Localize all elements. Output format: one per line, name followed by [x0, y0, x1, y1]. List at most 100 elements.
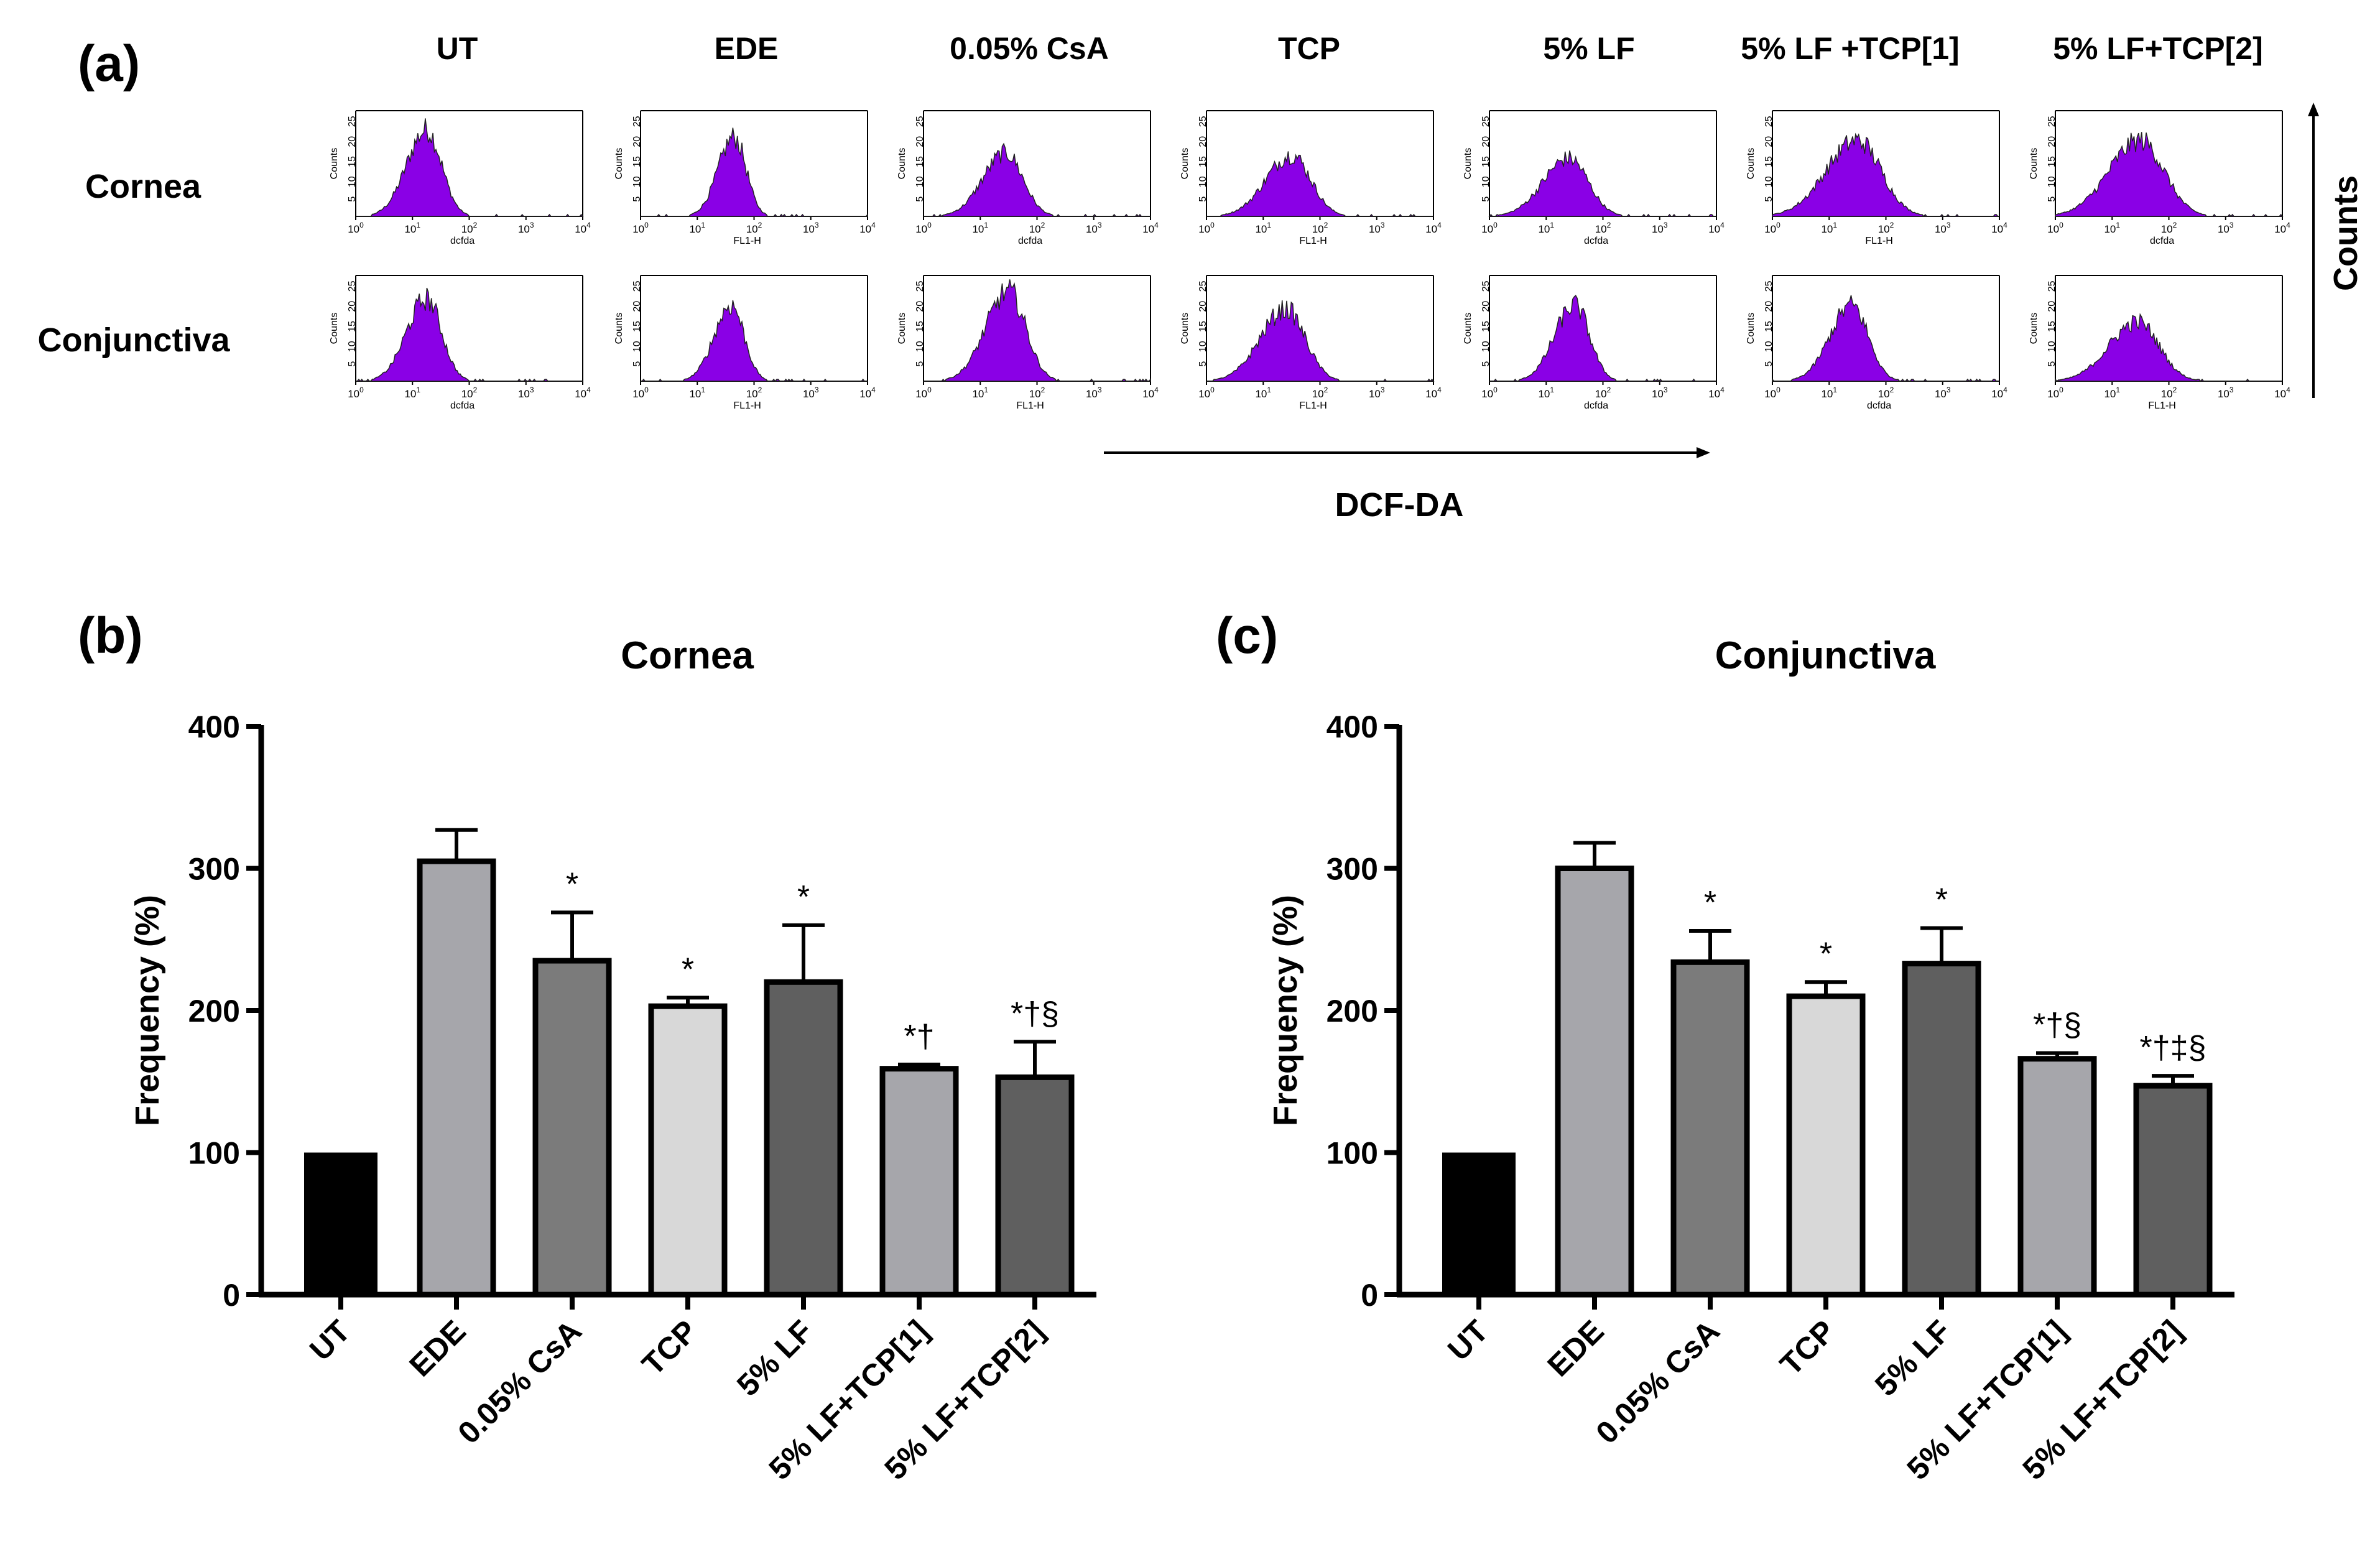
- histogram-distribution: [641, 127, 868, 218]
- significance-marker: *†§: [1011, 996, 1059, 1032]
- histogram-ytick: 5: [347, 196, 358, 202]
- histogram-xtick: 100: [1764, 221, 1780, 235]
- histogram-distribution: [924, 279, 1151, 382]
- counts-axis-title: Counts: [2327, 175, 2364, 291]
- bar-5-lf: [1902, 961, 1981, 1298]
- condition-label-lf-tcp2: 5% LF+TCP[2]: [2053, 31, 2263, 66]
- x-tick-label: UT: [303, 1313, 357, 1367]
- histogram-ytick: 10: [2047, 341, 2057, 352]
- histogram-ylabel: Counts: [897, 148, 907, 180]
- histogram-xtick: 104: [1425, 386, 1442, 400]
- histogram-ytick: 5: [1198, 361, 1208, 367]
- histogram-ytick: 10: [1198, 176, 1208, 187]
- histogram-xtick: 103: [1369, 221, 1385, 235]
- histogram-xtick: 103: [2218, 221, 2234, 235]
- histogram-xtick: 102: [2161, 221, 2177, 235]
- histogram-ytick: 25: [1764, 116, 1774, 127]
- histogram-1-3: 5 10 15 20 25 Counts 100 101 102 103 104 FL1-H: [1180, 275, 1442, 411]
- histogram-1-2: 5 10 15 20 25 Counts 100 101 102 103 104 FL1-H: [897, 275, 1159, 411]
- panel-b-label: (b): [78, 608, 143, 664]
- histogram-ytick: 5: [632, 361, 642, 367]
- histogram-xtick: 100: [632, 221, 649, 235]
- histogram-xtick: 104: [1708, 386, 1725, 400]
- y-tick-label: 200: [188, 994, 240, 1029]
- histogram-xtick: 100: [348, 221, 364, 235]
- histogram-0-1: 5 10 15 20 25 Counts 100 101 102 103 104 FL1-H: [614, 110, 876, 246]
- histogram-ytick: 20: [347, 136, 358, 147]
- histogram-xlabel: dcfda: [1867, 400, 1891, 411]
- histogram-xtick: 103: [1652, 221, 1668, 235]
- row-label-conjunctiva: Conjunctiva: [37, 321, 230, 359]
- histogram-ylabel: Counts: [614, 148, 624, 180]
- y-tick-label: 300: [1327, 852, 1378, 887]
- histogram-xtick: 101: [1538, 386, 1554, 400]
- histogram-xtick: 100: [1481, 386, 1498, 400]
- histogram-xtick: 100: [1198, 221, 1215, 235]
- histogram-xtick: 104: [859, 221, 876, 235]
- bar-5-lf: [764, 979, 843, 1298]
- histogram-ytick: 20: [2047, 136, 2057, 147]
- histogram-xtick: 103: [803, 221, 819, 235]
- bar-tcp: [648, 1003, 728, 1298]
- histogram-ytick: 10: [915, 341, 925, 352]
- histogram-ytick: 20: [1481, 136, 1491, 147]
- condition-label-lf-tcp1: 5% LF +TCP[1]: [1741, 31, 1959, 66]
- histogram-ytick: 15: [1198, 321, 1208, 332]
- dcfda-arrow-head: [1697, 447, 1710, 458]
- histogram-ytick: 20: [347, 301, 358, 312]
- histogram-xtick: 100: [915, 221, 932, 235]
- bar-5-lf-tcp-2-: [995, 1074, 1075, 1298]
- histogram-xtick: 104: [859, 386, 876, 400]
- y-tick-label: 100: [1327, 1136, 1378, 1171]
- histogram-xtick: 101: [1821, 221, 1837, 235]
- significance-marker: *†§: [2033, 1007, 2081, 1043]
- significance-marker: *: [682, 951, 694, 987]
- histogram-ytick: 15: [2047, 321, 2057, 332]
- significance-marker: *: [1820, 936, 1832, 972]
- significance-marker: *: [1935, 882, 1948, 918]
- histogram-ytick: 25: [915, 116, 925, 127]
- histogram-xtick: 103: [2218, 386, 2234, 400]
- significance-marker: *: [566, 866, 578, 902]
- histogram-xtick: 103: [1935, 221, 1951, 235]
- y-tick-label: 300: [188, 852, 240, 887]
- histogram-xtick: 101: [689, 386, 705, 400]
- histogram-ytick: 25: [347, 280, 358, 292]
- histogram-ytick: 5: [1764, 361, 1774, 367]
- histogram-distribution: [356, 287, 583, 382]
- y-tick-label: 400: [188, 710, 240, 744]
- histogram-xtick: 101: [404, 221, 420, 235]
- histogram-xtick: 104: [1425, 221, 1442, 235]
- histogram-ytick: 5: [2047, 361, 2057, 367]
- x-tick-label: TCP: [1773, 1313, 1841, 1382]
- histogram-xtick: 102: [1595, 386, 1611, 400]
- histogram-distribution: [1206, 151, 1433, 218]
- histogram-ytick: 5: [632, 196, 642, 202]
- histogram-xtick: 103: [1935, 386, 1951, 400]
- histogram-xtick: 104: [575, 221, 591, 235]
- histogram-ylabel: Counts: [329, 313, 340, 344]
- bar-5-lf-tcp-2-: [2133, 1083, 2213, 1298]
- histogram-ylabel: Counts: [329, 148, 340, 180]
- chart-title: Conjunctiva: [1715, 634, 1936, 677]
- histogram-ytick: 5: [1481, 196, 1491, 202]
- histogram-ylabel: Counts: [1746, 313, 1756, 344]
- histogram-xtick: 104: [1142, 221, 1159, 235]
- histogram-ylabel: Counts: [1463, 148, 1473, 180]
- bar-0-05-csa: [532, 958, 612, 1298]
- histogram-xlabel: dcfda: [450, 400, 475, 411]
- histogram-ytick: 25: [347, 116, 358, 127]
- histogram-xtick: 102: [1878, 221, 1894, 235]
- histogram-ytick: 20: [1481, 301, 1491, 312]
- histogram-xlabel: FL1-H: [733, 400, 761, 411]
- x-tick-label: EDE: [1540, 1313, 1610, 1383]
- histogram-ytick: 15: [1198, 156, 1208, 167]
- histogram-ytick: 10: [347, 176, 358, 187]
- histogram-xtick: 100: [632, 386, 649, 400]
- histogram-xtick: 102: [1878, 386, 1894, 400]
- histogram-distribution: [2055, 132, 2284, 218]
- bar-ede: [1555, 866, 1634, 1298]
- histogram-ytick: 10: [632, 341, 642, 352]
- bar-ut: [1442, 1152, 1516, 1295]
